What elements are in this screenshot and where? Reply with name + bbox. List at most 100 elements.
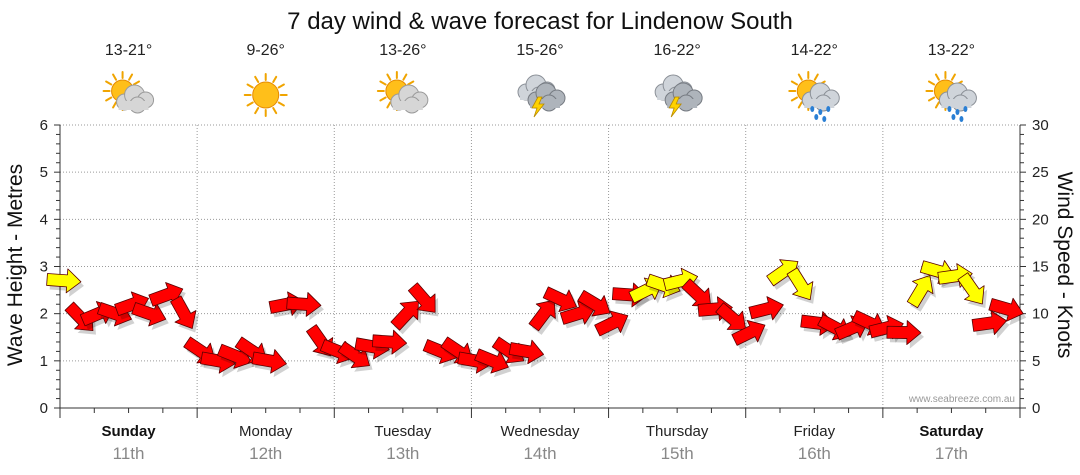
- wind-arrow: [577, 289, 611, 317]
- sun-showers-icon: [925, 71, 977, 122]
- date-label: 13th: [386, 444, 419, 463]
- date-label: 12th: [249, 444, 282, 463]
- cloud-base: [392, 101, 423, 110]
- partly-cloudy-icon: [102, 71, 155, 114]
- rain-drop: [955, 109, 960, 115]
- rain-drop: [963, 106, 968, 112]
- wind-arrow: [594, 310, 629, 337]
- chart-title: 7 day wind & wave forecast for Lindenow …: [287, 8, 793, 35]
- wind-arrow: [251, 349, 287, 374]
- date-label: 17th: [935, 444, 968, 463]
- rain-drop: [810, 106, 815, 112]
- sun-ray: [254, 75, 260, 84]
- left-tick-label: 0: [40, 400, 48, 417]
- sun-disc: [252, 81, 280, 109]
- sun-ray: [813, 73, 819, 81]
- left-tick-label: 5: [40, 164, 48, 181]
- date-label: 11th: [113, 444, 145, 463]
- wind-arrow: [286, 292, 322, 317]
- wind-arrow: [170, 295, 197, 329]
- day-label: Thursday: [646, 423, 709, 440]
- wind-arrow: [957, 272, 985, 305]
- wind-arrow: [337, 341, 370, 369]
- day-label: Sunday: [101, 423, 156, 440]
- date-label: 16th: [798, 444, 831, 463]
- lightning-bolt: [668, 96, 682, 118]
- sun-ray: [254, 106, 260, 115]
- sun-ray: [277, 83, 285, 89]
- wind-arrows: [46, 259, 1027, 378]
- left-tick-label: 2: [40, 306, 48, 323]
- day-temperature: 14-22°: [791, 42, 838, 59]
- sun-ray: [927, 80, 936, 86]
- wind-arrow: [988, 297, 1024, 322]
- sun-ray: [790, 96, 799, 102]
- day-label: Monday: [239, 423, 293, 440]
- sun-ray: [105, 80, 113, 86]
- day-temperature: 13-21°: [105, 42, 152, 59]
- temperature-row: 13-21° 9-26° 13-26° 15-26° 16-22° 14-22° 13-22…: [105, 42, 975, 59]
- sun-ray: [246, 101, 254, 107]
- cloud-base: [804, 99, 835, 108]
- wind-arrow: [542, 286, 577, 313]
- axes: [54, 124, 1026, 418]
- right-tick-label: 5: [1032, 353, 1040, 370]
- cloud-base: [530, 99, 560, 108]
- rain-drop: [814, 114, 819, 120]
- sun-ray: [386, 101, 392, 109]
- sun-ray: [246, 83, 254, 89]
- sun-ray: [112, 73, 118, 81]
- wind-arrow: [407, 282, 436, 313]
- day-label: Saturday: [919, 423, 984, 440]
- sun-ray: [407, 80, 415, 86]
- rain-drop: [951, 114, 956, 120]
- wind-arrow: [46, 268, 82, 294]
- wind-arrow: [906, 275, 934, 309]
- wind-arrow: [131, 302, 167, 327]
- sun-ray: [272, 106, 278, 115]
- rain-drop: [959, 116, 964, 122]
- left-tick-label: 6: [40, 117, 48, 134]
- cloud-base: [118, 101, 149, 110]
- watermark: www.seabreeze.com.au: [908, 394, 1015, 405]
- sun-showers-icon: [788, 71, 840, 122]
- sun-ray: [112, 101, 118, 109]
- right-tick-label: 20: [1032, 211, 1049, 228]
- wind-arrow: [971, 310, 1007, 335]
- rain-drop: [822, 116, 827, 122]
- sun-ray: [105, 96, 113, 102]
- right-tick-label: 25: [1032, 164, 1049, 181]
- sun-ray: [402, 73, 408, 81]
- wind-arrow: [508, 339, 544, 365]
- sun-ray: [934, 73, 940, 81]
- sun-ray: [934, 101, 940, 109]
- sun-ray: [277, 101, 285, 107]
- sun-ray: [386, 73, 392, 81]
- rain-drop: [826, 106, 831, 112]
- wind-arrow: [731, 320, 766, 346]
- day-temperature: 9-26°: [247, 42, 285, 59]
- thunderstorm-icon: [654, 74, 703, 118]
- sun-ray: [797, 73, 803, 81]
- rain-drop: [947, 106, 952, 112]
- date-label: 15th: [661, 444, 694, 463]
- lightning-bolt: [531, 96, 545, 118]
- sun-ray: [379, 80, 387, 86]
- wind-arrow: [390, 300, 419, 331]
- wind-arrow: [748, 296, 784, 321]
- right-tick-label: 10: [1032, 306, 1049, 323]
- wind-arrow: [886, 320, 922, 345]
- left-tick-label: 1: [40, 353, 48, 370]
- sun-ray: [128, 73, 134, 81]
- date-label: 14th: [523, 444, 556, 463]
- right-tick-label: 15: [1032, 259, 1049, 276]
- sun-ray: [132, 80, 141, 86]
- day-label: Wednesday: [501, 423, 580, 440]
- thunderstorm-icon: [517, 74, 566, 118]
- right-axis-title: Wind Speed - Knots: [1053, 172, 1076, 359]
- sun-ray: [950, 73, 956, 81]
- day-label: Tuesday: [374, 423, 431, 440]
- sun-ray: [272, 75, 278, 84]
- day-labels: Sunday 11th Monday 12th Tuesday 13th Wednesday…: [101, 423, 984, 463]
